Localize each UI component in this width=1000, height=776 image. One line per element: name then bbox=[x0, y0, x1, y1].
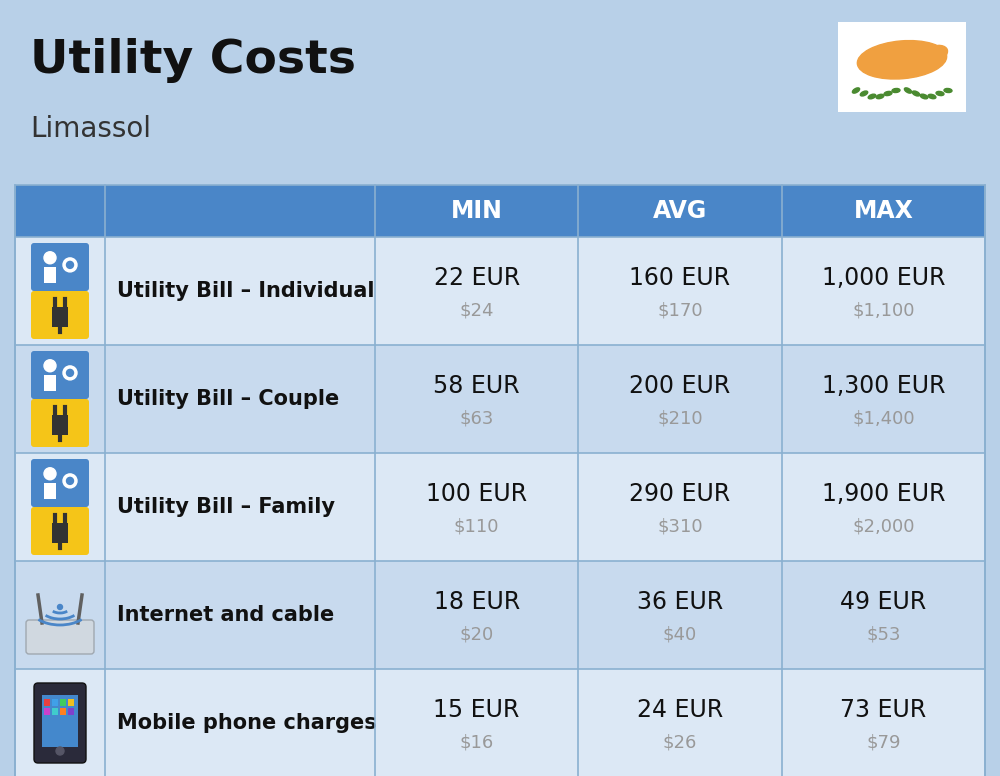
FancyBboxPatch shape bbox=[34, 683, 86, 763]
Ellipse shape bbox=[56, 747, 64, 755]
Text: 15 EUR: 15 EUR bbox=[433, 698, 520, 722]
Ellipse shape bbox=[63, 366, 77, 380]
Text: 73 EUR: 73 EUR bbox=[840, 698, 926, 722]
Ellipse shape bbox=[66, 262, 74, 268]
Text: $110: $110 bbox=[454, 518, 499, 535]
FancyBboxPatch shape bbox=[31, 399, 89, 447]
Ellipse shape bbox=[44, 360, 56, 372]
Bar bbox=[15, 237, 985, 345]
Text: 22 EUR: 22 EUR bbox=[434, 266, 520, 290]
Text: $1,100: $1,100 bbox=[852, 301, 915, 320]
Text: Mobile phone charges: Mobile phone charges bbox=[117, 713, 377, 733]
Text: $53: $53 bbox=[866, 625, 901, 643]
Text: 200 EUR: 200 EUR bbox=[629, 374, 731, 398]
Bar bbox=[44, 699, 50, 706]
Ellipse shape bbox=[876, 95, 884, 99]
Ellipse shape bbox=[904, 88, 912, 93]
Ellipse shape bbox=[857, 40, 947, 79]
Bar bbox=[52, 414, 68, 435]
Ellipse shape bbox=[66, 477, 74, 484]
Text: MIN: MIN bbox=[451, 199, 503, 223]
Text: $24: $24 bbox=[459, 301, 494, 320]
Ellipse shape bbox=[936, 92, 944, 95]
Bar bbox=[68, 708, 74, 715]
Bar bbox=[60, 708, 66, 715]
Text: 1,900 EUR: 1,900 EUR bbox=[822, 482, 945, 506]
Text: Utility Bill – Family: Utility Bill – Family bbox=[117, 497, 335, 517]
Text: 100 EUR: 100 EUR bbox=[426, 482, 527, 506]
Bar bbox=[52, 699, 58, 706]
Text: $63: $63 bbox=[459, 410, 494, 428]
Bar bbox=[15, 561, 985, 669]
Ellipse shape bbox=[884, 92, 892, 95]
Text: Utility Costs: Utility Costs bbox=[30, 38, 356, 83]
Bar bbox=[52, 307, 68, 327]
Ellipse shape bbox=[920, 45, 948, 64]
Bar bbox=[68, 699, 74, 706]
Ellipse shape bbox=[58, 605, 62, 609]
Ellipse shape bbox=[44, 251, 56, 264]
Text: $2,000: $2,000 bbox=[852, 518, 915, 535]
Text: $1,400: $1,400 bbox=[852, 410, 915, 428]
Ellipse shape bbox=[852, 88, 860, 93]
Text: Internet and cable: Internet and cable bbox=[117, 605, 334, 625]
Ellipse shape bbox=[892, 88, 900, 92]
Text: $79: $79 bbox=[866, 733, 901, 751]
Bar bbox=[44, 708, 50, 715]
Bar bbox=[15, 345, 985, 453]
Text: Limassol: Limassol bbox=[30, 115, 151, 143]
Bar bbox=[15, 185, 985, 776]
Bar bbox=[60, 699, 66, 706]
Text: $170: $170 bbox=[657, 301, 703, 320]
FancyBboxPatch shape bbox=[31, 459, 89, 507]
Ellipse shape bbox=[920, 94, 928, 99]
Text: Utility Bill – Individual: Utility Bill – Individual bbox=[117, 281, 374, 301]
Bar bbox=[44, 483, 56, 499]
Ellipse shape bbox=[928, 95, 936, 99]
Text: $16: $16 bbox=[460, 733, 494, 751]
Bar bbox=[42, 695, 78, 747]
Bar bbox=[375, 185, 578, 237]
Text: 36 EUR: 36 EUR bbox=[637, 590, 723, 614]
Ellipse shape bbox=[44, 468, 56, 480]
Bar bbox=[838, 22, 966, 112]
Ellipse shape bbox=[63, 474, 77, 488]
Ellipse shape bbox=[944, 88, 952, 92]
FancyBboxPatch shape bbox=[31, 507, 89, 555]
Bar bbox=[15, 669, 985, 776]
FancyBboxPatch shape bbox=[31, 243, 89, 291]
Text: 18 EUR: 18 EUR bbox=[434, 590, 520, 614]
Text: 160 EUR: 160 EUR bbox=[629, 266, 731, 290]
Bar bbox=[52, 522, 68, 542]
Text: AVG: AVG bbox=[653, 199, 707, 223]
Text: $310: $310 bbox=[657, 518, 703, 535]
Text: 1,000 EUR: 1,000 EUR bbox=[822, 266, 945, 290]
FancyBboxPatch shape bbox=[26, 620, 94, 654]
FancyBboxPatch shape bbox=[31, 351, 89, 399]
Bar bbox=[782, 185, 985, 237]
Text: $26: $26 bbox=[663, 733, 697, 751]
Ellipse shape bbox=[912, 91, 920, 96]
Bar bbox=[44, 267, 56, 283]
Text: $20: $20 bbox=[460, 625, 494, 643]
Text: Utility Bill – Couple: Utility Bill – Couple bbox=[117, 389, 339, 409]
Text: $40: $40 bbox=[663, 625, 697, 643]
Ellipse shape bbox=[66, 369, 74, 376]
Text: $210: $210 bbox=[657, 410, 703, 428]
Bar bbox=[52, 708, 58, 715]
Text: 58 EUR: 58 EUR bbox=[433, 374, 520, 398]
FancyBboxPatch shape bbox=[31, 291, 89, 339]
Bar bbox=[44, 375, 56, 391]
Text: 49 EUR: 49 EUR bbox=[840, 590, 926, 614]
Ellipse shape bbox=[63, 258, 77, 272]
Text: 24 EUR: 24 EUR bbox=[637, 698, 723, 722]
Text: MAX: MAX bbox=[853, 199, 913, 223]
Ellipse shape bbox=[868, 94, 876, 99]
Bar bbox=[578, 185, 782, 237]
Text: 290 EUR: 290 EUR bbox=[629, 482, 731, 506]
Bar bbox=[15, 185, 375, 237]
Text: 1,300 EUR: 1,300 EUR bbox=[822, 374, 945, 398]
Bar bbox=[15, 453, 985, 561]
Ellipse shape bbox=[860, 91, 868, 96]
